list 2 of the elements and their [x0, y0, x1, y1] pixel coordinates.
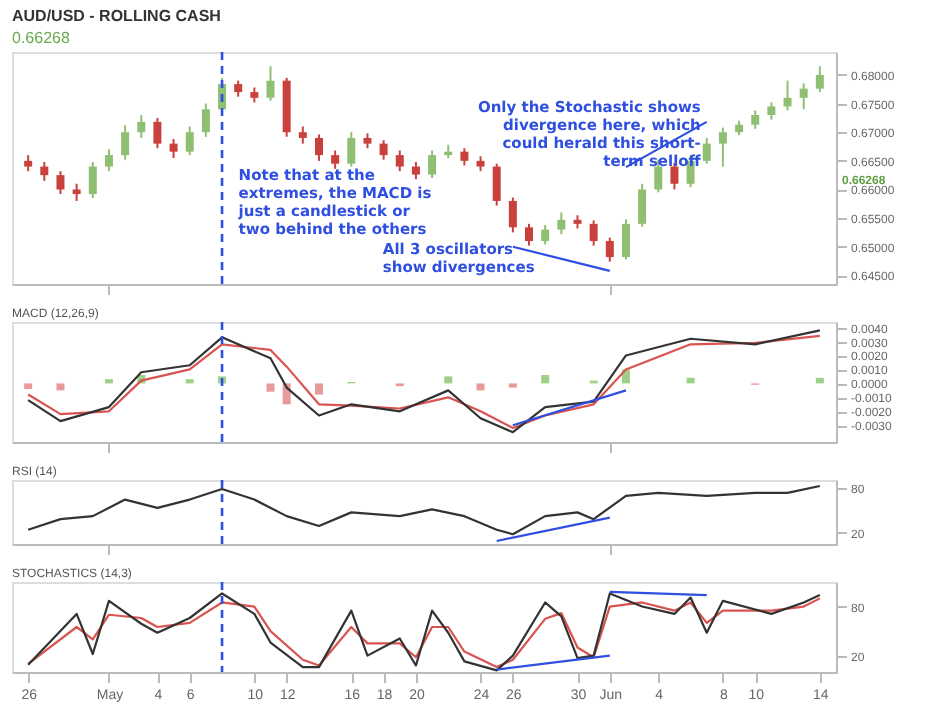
text: 0.66268 — [12, 28, 71, 47]
chart-title: AUD/USD - ROLLING CASH — [12, 6, 222, 25]
